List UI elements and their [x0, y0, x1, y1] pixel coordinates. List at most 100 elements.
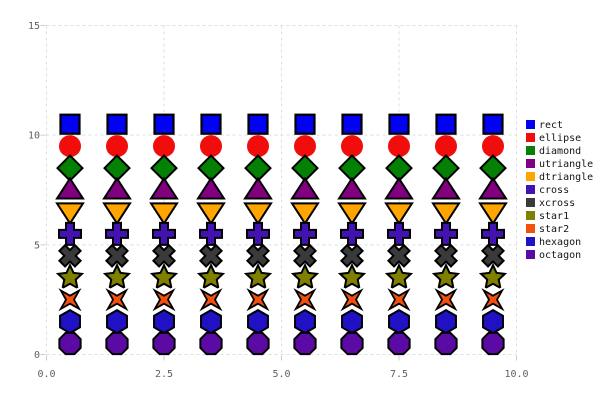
- marker-xcross: [198, 243, 224, 268]
- marker-utriangle: [478, 176, 508, 200]
- marker-xcross: [292, 243, 318, 268]
- legend-swatch-ellipse: [526, 133, 535, 142]
- marker-star2: [428, 282, 464, 317]
- marker-xcross: [104, 243, 130, 268]
- legend: rect ellipse diamond utriangle dtriangle cros…: [526, 120, 593, 261]
- marker-star2: [287, 282, 323, 317]
- marker-star1: [196, 262, 226, 290]
- legend-label-hexagon: hexagon: [539, 237, 581, 248]
- marker-star1: [431, 262, 461, 290]
- marker-octagon: [387, 331, 411, 356]
- legend-swatch-xcross: [526, 198, 535, 207]
- marker-ellipse: [59, 135, 81, 158]
- marker-octagon: [58, 331, 82, 356]
- marker-dtriangle: [102, 202, 132, 226]
- marker-xcross: [151, 243, 177, 268]
- legend-label-star2: star2: [539, 224, 569, 235]
- legend-swatch-diamond: [526, 146, 535, 155]
- marker-utriangle: [55, 176, 85, 200]
- marker-star2: [381, 282, 417, 317]
- legend-label-dtriangle: dtriangle: [539, 172, 593, 183]
- marker-octagon: [199, 331, 223, 356]
- marker-xcross: [386, 243, 412, 268]
- marker-hexagon: [200, 308, 222, 335]
- y-tick-label: 5: [34, 240, 40, 251]
- marker-ellipse: [247, 135, 269, 158]
- marker-ellipse: [200, 135, 222, 158]
- legend-label-cross: cross: [539, 185, 569, 196]
- marker-dtriangle: [337, 202, 367, 226]
- marker-dtriangle: [478, 202, 508, 226]
- legend-label-octagon: octagon: [539, 250, 581, 261]
- x-tick-label: 7.5: [390, 369, 408, 380]
- marker-ellipse: [294, 135, 316, 158]
- marker-rect: [294, 113, 316, 135]
- marker-cross: [58, 221, 82, 246]
- marker-cross: [340, 221, 364, 246]
- x-tick-label: 0.0: [37, 369, 55, 380]
- legend-swatch-utriangle: [526, 159, 535, 168]
- marker-dtriangle: [149, 202, 179, 226]
- marker-dtriangle: [55, 202, 85, 226]
- marker-hexagon: [59, 308, 81, 335]
- marker-utriangle: [149, 176, 179, 200]
- marker-rect: [482, 113, 504, 135]
- legend-label-star1: star1: [539, 211, 569, 222]
- marker-dtriangle: [243, 202, 273, 226]
- marker-hexagon: [294, 308, 316, 335]
- marker-ellipse: [482, 135, 504, 158]
- marker-xcross: [339, 243, 365, 268]
- legend-label-xcross: xcross: [539, 198, 575, 209]
- marker-ellipse: [341, 135, 363, 158]
- legend-swatch-hexagon: [526, 237, 535, 246]
- marker-star2: [146, 282, 182, 317]
- marker-utriangle: [290, 176, 320, 200]
- x-tick-label: 5.0: [272, 369, 290, 380]
- marker-dtriangle: [290, 202, 320, 226]
- marker-rect: [200, 113, 222, 135]
- marker-utriangle: [384, 176, 414, 200]
- marker-star1: [55, 262, 85, 290]
- marker-utriangle: [431, 176, 461, 200]
- marker-dtriangle: [431, 202, 461, 226]
- legend-swatch-rect: [526, 120, 535, 129]
- marker-cross: [105, 221, 129, 246]
- marker-rect: [388, 113, 410, 135]
- legend-label-utriangle: utriangle: [539, 159, 593, 170]
- legend-swatch-cross: [526, 185, 535, 194]
- marker-xcross: [433, 243, 459, 268]
- marker-utriangle: [196, 176, 226, 200]
- marker-cross: [387, 221, 411, 246]
- marker-star2: [52, 282, 88, 317]
- marker-hexagon: [482, 308, 504, 335]
- marker-star2: [99, 282, 135, 317]
- marker-star2: [240, 282, 276, 317]
- marker-dtriangle: [384, 202, 414, 226]
- marker-cross: [293, 221, 317, 246]
- marker-rect: [153, 113, 175, 135]
- marker-octagon: [293, 331, 317, 356]
- marker-xcross: [57, 243, 83, 268]
- legend-swatch-dtriangle: [526, 172, 535, 181]
- marker-octagon: [481, 331, 505, 356]
- marker-star1: [478, 262, 508, 290]
- marker-utriangle: [337, 176, 367, 200]
- marker-dtriangle: [196, 202, 226, 226]
- marker-ellipse: [388, 135, 410, 158]
- y-tick-label: 10: [28, 131, 40, 142]
- marker-rect: [341, 113, 363, 135]
- marker-star1: [337, 262, 367, 290]
- marker-octagon: [246, 331, 270, 356]
- marker-cross: [481, 221, 505, 246]
- marker-xcross: [245, 243, 271, 268]
- legend-swatch-star1: [526, 211, 535, 220]
- marker-hexagon: [388, 308, 410, 335]
- marker-star1: [384, 262, 414, 290]
- marker-star2: [334, 282, 370, 317]
- marker-hexagon: [153, 308, 175, 335]
- marker-octagon: [105, 331, 129, 356]
- marker-rect: [435, 113, 457, 135]
- marker-star2: [475, 282, 511, 317]
